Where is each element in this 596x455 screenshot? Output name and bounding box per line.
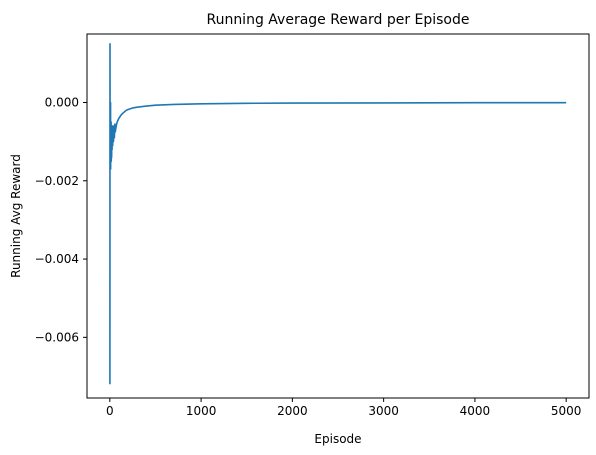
x-tick-label: 5000 [551,404,582,418]
x-tick-label: 1000 [186,404,217,418]
y-tick-label: 0.000 [45,95,79,109]
y-tick-label: −0.002 [35,174,79,188]
x-axis: 0 1000 2000 3000 4000 5000 [106,398,581,418]
y-axis: 0.000 −0.002 −0.004 −0.006 [35,95,87,344]
x-tick-label: 0 [106,404,114,418]
x-axis-label: Episode [314,432,361,446]
series-layer [109,42,567,385]
x-tick-label: 2000 [277,404,308,418]
series-line [109,42,567,385]
y-tick-label: −0.006 [35,330,79,344]
chart-title: Running Average Reward per Episode [206,12,469,28]
plot-area [86,33,590,399]
x-tick-label: 4000 [460,404,491,418]
x-tick-label: 3000 [368,404,399,418]
plot-frame [86,33,590,399]
y-tick-label: −0.004 [35,252,79,266]
y-axis-label: Running Avg Reward [9,154,23,278]
